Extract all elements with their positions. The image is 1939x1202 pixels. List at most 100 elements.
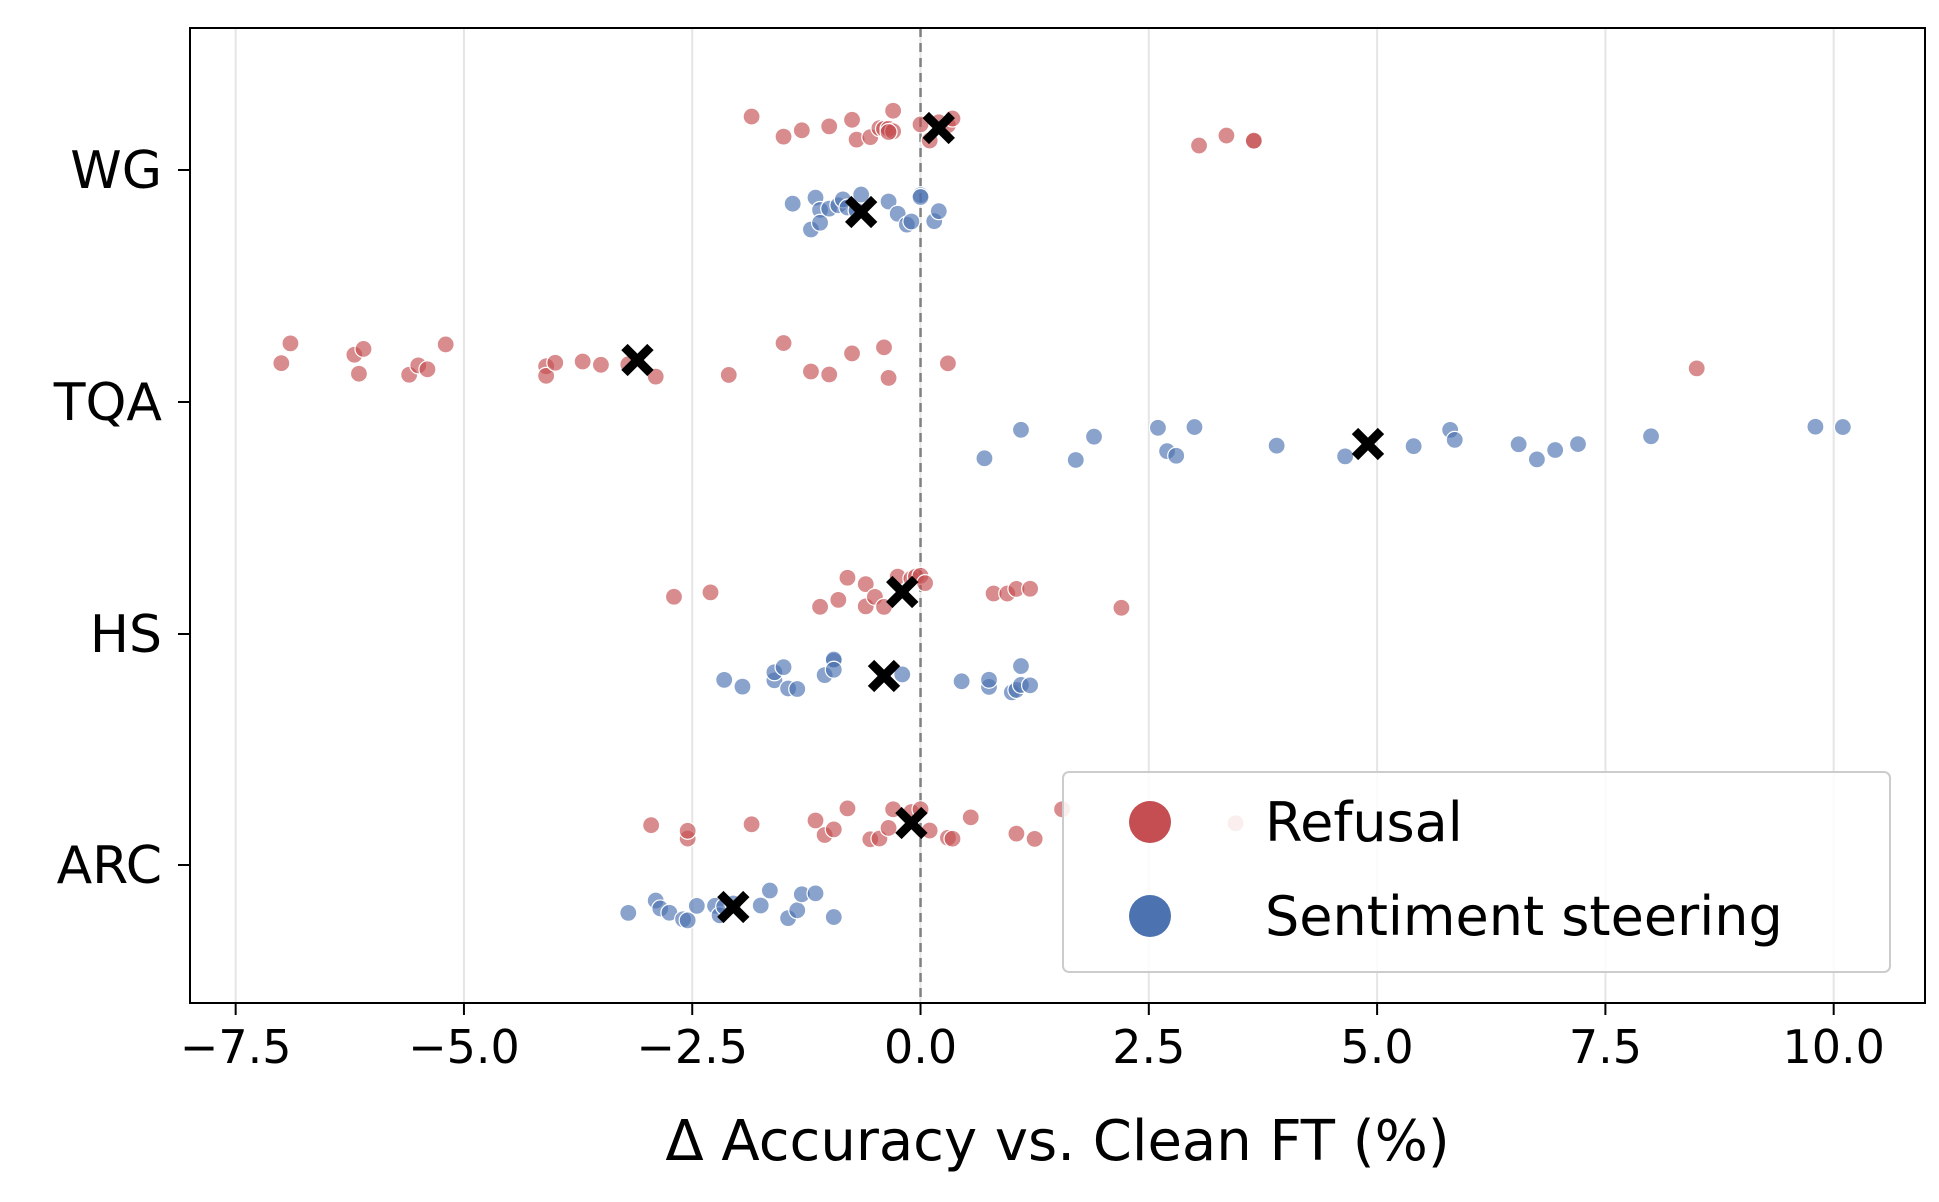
data-point [879, 368, 898, 388]
data-point [1687, 359, 1706, 378]
data-point [801, 362, 821, 381]
legend-label-refusal: Refusal [1265, 791, 1463, 854]
data-point [1217, 126, 1236, 145]
data-point [788, 679, 807, 699]
mean-markers [621, 111, 1385, 924]
legend-marker-sentiment-steering [1129, 895, 1171, 937]
data-point [893, 665, 912, 684]
data-point [774, 658, 793, 677]
mean-marker-stroke [717, 890, 750, 924]
data-point [1568, 435, 1588, 454]
data-point [1011, 656, 1031, 676]
data-point [546, 353, 565, 372]
mean-marker-stroke [886, 575, 919, 609]
data-point [1011, 420, 1031, 439]
data-point [349, 364, 369, 383]
data-point [678, 821, 697, 840]
data-point [687, 896, 706, 915]
data-point [842, 344, 862, 363]
data-point [1527, 450, 1547, 469]
legend-marker-refusal [1129, 801, 1171, 843]
data-point [760, 881, 779, 900]
mean-marker-stroke [895, 806, 928, 840]
data-point [820, 117, 839, 136]
data-point [436, 335, 455, 354]
data-point [838, 799, 857, 818]
data-point [810, 597, 830, 616]
data-point [1066, 450, 1085, 470]
data-point [642, 816, 661, 835]
data-point [1167, 446, 1186, 465]
data-point [1244, 131, 1263, 150]
data-point [915, 574, 935, 593]
data-point [742, 815, 761, 834]
data-point [646, 367, 665, 386]
data-point [852, 185, 871, 204]
data-point [884, 101, 903, 120]
data-point [788, 901, 807, 920]
data-point [1025, 829, 1044, 848]
x-tick-label: 10.0 [1782, 1020, 1884, 1074]
data-point [774, 333, 793, 353]
mean-marker-stroke [621, 343, 654, 377]
plot-frame [189, 27, 1926, 1004]
data-point [842, 110, 862, 129]
legend: Refusal Sentiment steering [1062, 771, 1891, 973]
mean-marker-stroke [844, 195, 878, 229]
x-tick-label: 5.0 [1341, 1020, 1414, 1074]
data-point [824, 820, 843, 839]
mean-marker [922, 111, 955, 145]
data-point [742, 107, 761, 126]
data-point [1546, 440, 1565, 460]
mean-marker [867, 659, 901, 693]
data-point [591, 355, 611, 374]
mean-marker-stroke [922, 111, 955, 145]
data-point [751, 896, 770, 915]
y-tick-label: TQA [53, 373, 163, 433]
data-point [678, 911, 697, 930]
y-tick-label: HS [90, 605, 162, 665]
data-point [272, 354, 291, 373]
data-point [1404, 437, 1423, 456]
data-point [1021, 579, 1040, 598]
data-point [774, 127, 793, 146]
data-point [719, 365, 738, 385]
data-point [573, 352, 592, 371]
data-point [733, 677, 752, 696]
x-tick-label: −7.5 [180, 1020, 292, 1074]
data-point [952, 672, 971, 691]
data-point [1007, 824, 1026, 843]
data-point [829, 590, 848, 609]
data-point [975, 449, 994, 468]
data-point [1267, 436, 1286, 455]
data-point [824, 660, 843, 679]
legend-box [1062, 771, 1891, 973]
data-point [1189, 136, 1209, 155]
data-point [1336, 447, 1355, 466]
y-axis: WG TQA HS ARC [53, 141, 190, 896]
data-point [874, 338, 894, 357]
data-point [354, 339, 373, 359]
mean-marker [717, 890, 750, 924]
data-point [979, 670, 999, 689]
data-point [1084, 427, 1104, 446]
data-point [537, 366, 556, 385]
x-axis: −7.5 −5.0 −2.5 0.0 2.5 5.0 7.5 10.0 [180, 1003, 1885, 1074]
data-point [783, 194, 802, 213]
data-point [715, 670, 734, 689]
data-point [911, 187, 930, 207]
data-point [792, 121, 811, 140]
data-point [879, 818, 898, 838]
data-point [838, 568, 857, 587]
data-point [943, 829, 962, 848]
x-tick-label: 7.5 [1569, 1020, 1642, 1074]
data-point [1185, 417, 1204, 437]
data-point [1641, 427, 1661, 446]
data-point [664, 587, 684, 606]
x-axis-label: Δ Accuracy vs. Clean FT (%) [665, 1109, 1449, 1174]
data-point [938, 354, 958, 373]
data-point [1509, 435, 1528, 454]
data-point [902, 212, 921, 231]
data-point [1112, 598, 1131, 617]
